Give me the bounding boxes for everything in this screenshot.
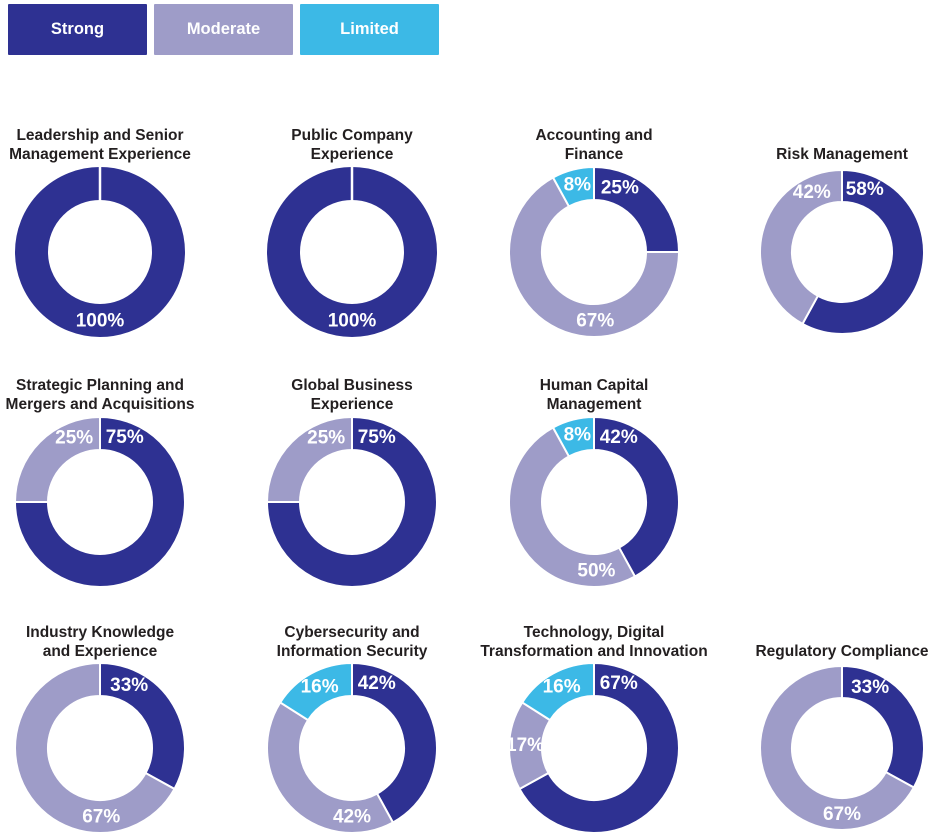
- legend-item-limited: Limited: [300, 4, 439, 55]
- slice-label: 8%: [564, 175, 592, 196]
- donut-chart: 75% 25%: [265, 415, 438, 588]
- slice-label: 42%: [793, 182, 831, 203]
- legend-label-strong: Strong: [50, 20, 105, 38]
- donut-chart: 100%: [15, 166, 185, 337]
- chart-title-line: Transformation and Innovation: [480, 643, 708, 660]
- slice-label: 67%: [82, 806, 120, 827]
- slice-label: 67%: [823, 804, 861, 825]
- chart-title-line: Finance: [564, 146, 624, 163]
- chart-title-line: Strategic Planning and: [16, 377, 184, 394]
- chart-title-line: Industry Knowledge: [25, 624, 175, 641]
- chart-title: Industry Knowledge and Experience: [0, 615, 222, 661]
- chart-title-line: Experience: [310, 146, 394, 163]
- donut-slice-strong: [351, 661, 438, 824]
- donut-slice-moderate: [508, 426, 637, 588]
- chart-title-line: Human Capital: [539, 377, 649, 394]
- legend-item-strong: Strong: [8, 4, 147, 55]
- donut-slice-strong: [99, 661, 186, 791]
- donut-chart: 42% 50% 8%: [508, 415, 680, 588]
- legend: Strong Moderate Limited: [8, 4, 439, 55]
- slice-label: 33%: [851, 677, 889, 698]
- donut-chart: 75% 25%: [13, 415, 186, 588]
- donut-slice-limited: [520, 661, 595, 722]
- donut-chart: 100%: [267, 166, 437, 337]
- donut-slice-strong: [265, 415, 438, 588]
- slice-label: 67%: [576, 310, 614, 331]
- donut-slice-limited: [551, 165, 595, 208]
- slice-label: 16%: [301, 677, 339, 698]
- donut-chart: 42% 42% 16%: [266, 661, 438, 834]
- chart-title-line: Risk Management: [776, 146, 908, 163]
- slice-label: 25%: [601, 178, 639, 199]
- chart-title: Global Business Experience: [230, 368, 474, 414]
- slice-label: 33%: [110, 675, 148, 696]
- legend-item-moderate: Moderate: [154, 4, 293, 55]
- slice-label: 42%: [600, 427, 638, 448]
- donut-slice-moderate: [14, 661, 176, 834]
- chart-title: Technology, Digital Transformation and In…: [472, 615, 716, 661]
- chart-title-line: Experience: [310, 396, 394, 413]
- chart-title-line: Regulatory Compliance: [755, 643, 929, 660]
- chart-title-line: Management Experience: [9, 146, 191, 163]
- chart-title-line: Accounting and: [535, 127, 653, 144]
- chart-title-line: Information Security: [276, 643, 428, 660]
- legend-label-limited: Limited: [340, 20, 399, 38]
- slice-label: 100%: [328, 311, 377, 332]
- donut-slice-strong: [13, 415, 186, 588]
- donut-slice-moderate: [266, 701, 395, 834]
- donut-chart: 33% 67%: [759, 664, 925, 831]
- chart-title: Regulatory Compliance: [720, 615, 930, 661]
- slice-label: 42%: [333, 807, 371, 828]
- slice-label: 75%: [358, 427, 396, 448]
- slice-label: 67%: [600, 673, 638, 694]
- slice-label: 25%: [55, 428, 93, 449]
- chart-title-line: Leadership and Senior: [16, 127, 184, 144]
- slice-label: 42%: [358, 673, 396, 694]
- slice-label: 16%: [543, 677, 581, 698]
- donut-slice-moderate: [508, 176, 681, 338]
- donut-slice-limited: [551, 415, 595, 458]
- donut-chart: 33% 67%: [14, 661, 186, 834]
- donut-slice-limited: [278, 661, 353, 722]
- donut-slice-strong: [518, 661, 680, 834]
- chart-title-line: and Experience: [42, 643, 158, 660]
- slice-label: 8%: [564, 425, 592, 446]
- donut-slice-strong: [841, 664, 925, 789]
- slice-label: 17%: [506, 735, 544, 756]
- chart-title-line: Technology, Digital: [523, 624, 665, 641]
- chart-title-line: Global Business: [291, 377, 413, 394]
- slice-label: 100%: [76, 311, 125, 332]
- donut-slice-strong: [801, 168, 925, 335]
- slice-label: 58%: [846, 179, 884, 200]
- slice-label: 75%: [106, 427, 144, 448]
- legend-label-moderate: Moderate: [186, 20, 261, 38]
- donut-slice-strong: [15, 167, 185, 337]
- chart-title: Risk Management: [720, 118, 930, 164]
- donut-slice-moderate: [759, 168, 843, 326]
- donut-slice-moderate: [265, 415, 353, 503]
- chart-title-line: Management: [546, 396, 642, 413]
- donut-slice-moderate: [759, 664, 916, 831]
- donut-chart: 67% 17% 16%: [506, 661, 680, 834]
- donut-chart: 25% 67% 8%: [508, 165, 681, 338]
- chart-title: Cybersecurity and Information Security: [230, 615, 474, 661]
- chart-title: Human Capital Management: [472, 368, 716, 414]
- chart-title: Strategic Planning and Mergers and Acquis…: [0, 368, 222, 414]
- chart-title-line: Public Company: [291, 127, 413, 144]
- donut-slice-moderate: [13, 415, 101, 503]
- chart-title: Accounting and Finance: [472, 118, 716, 164]
- chart-title-line: Cybersecurity and: [284, 624, 420, 641]
- slice-label: 50%: [577, 560, 615, 581]
- donut-slice-strong: [593, 415, 680, 578]
- chart-title: Public Company Experience: [230, 118, 474, 164]
- chart-title-line: Mergers and Acquisitions: [5, 396, 195, 413]
- chart-title: Leadership and Senior Management Experien…: [0, 118, 222, 164]
- donut-slice-strong: [267, 167, 437, 337]
- donut-chart: 58% 42%: [759, 168, 925, 335]
- slice-label: 25%: [307, 428, 345, 449]
